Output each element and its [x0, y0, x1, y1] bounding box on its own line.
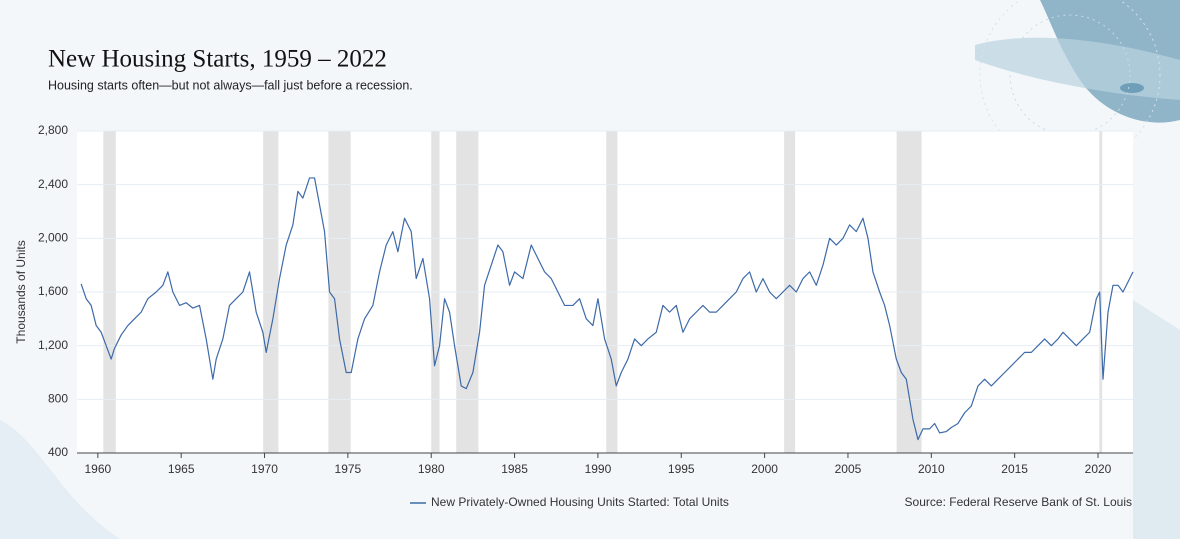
x-tick-label: 1965	[168, 462, 195, 476]
x-tick-label: 2010	[918, 462, 945, 476]
y-tick-label: 800	[48, 392, 68, 406]
chart-subtitle: Housing starts often—but not always—fall…	[48, 78, 413, 92]
x-tick-label: 1995	[668, 462, 695, 476]
data-line	[80, 177, 1134, 441]
x-tick-label: 2015	[1001, 462, 1028, 476]
x-tick-label: 2005	[835, 462, 862, 476]
chart-title: New Housing Starts, 1959 – 2022	[48, 46, 387, 73]
y-tick-label: 1,200	[38, 338, 68, 352]
y-tick-label: 1,600	[38, 284, 68, 298]
source: Source: Federal Reserve Bank of St. Loui…	[905, 495, 1132, 509]
x-tick-label: 1960	[84, 462, 111, 476]
y-tick-label: 2,800	[38, 123, 68, 137]
y-tick-label: 2,000	[38, 231, 68, 245]
y-tick-label: 400	[48, 445, 68, 459]
x-tick-label: 1980	[418, 462, 445, 476]
y-axis-label: Thousands of Units	[14, 240, 28, 343]
y-tick-label: 2,400	[38, 177, 68, 191]
x-tick-label: 1970	[251, 462, 278, 476]
x-tick-label: 1975	[335, 462, 362, 476]
x-tick-label: 1990	[585, 462, 612, 476]
legend-label: New Privately-Owned Housing Units Starte…	[431, 495, 729, 509]
x-tick-label: 1985	[501, 462, 528, 476]
x-tick-label: 2000	[751, 462, 778, 476]
x-tick-label: 2020	[1085, 462, 1112, 476]
